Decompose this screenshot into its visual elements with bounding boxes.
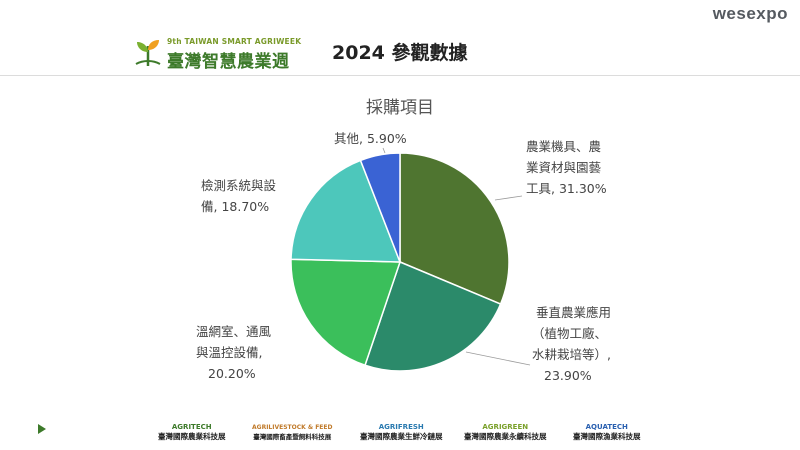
header-divider <box>0 75 800 76</box>
footer-logo-agrifresh: AGRIFRESH 臺灣國際農業生鮮冷鏈展 <box>360 423 443 441</box>
leader-line-machinery <box>494 195 523 201</box>
sprout-icon <box>135 40 161 66</box>
footer-logo-aquatech: AQUATECH 臺灣國際漁業科技展 <box>573 423 641 441</box>
slice-greenhouse <box>290 258 402 367</box>
slice-label-machinery: 農業機具、農 業資材與園藝 工具, 31.30% <box>526 139 607 196</box>
logo-english-text: 9th TAIWAN SMART AGRIWEEK <box>167 37 302 46</box>
slice-machinery <box>399 152 510 306</box>
slice-label-vertical-farming: 垂直農業應用 （植物工廠、 水耕栽培等）, 23.90% <box>532 305 612 383</box>
footer-logo-agritech: AGRITECH 臺灣國際農業科技展 <box>158 423 226 441</box>
play-icon <box>38 424 46 434</box>
slice-vertical-farming <box>364 260 502 372</box>
footer-logo-agrilivestock: AGRILIVESTOCK & FEED 臺灣國際畜產暨飼料科技展 <box>252 424 333 441</box>
footer-logo-agrigreen: AGRIGREEN 臺灣國際農業永續科技展 <box>464 423 547 441</box>
leader-line-other <box>382 147 386 154</box>
slice-label-greenhouse: 溫網室、通風 與溫控設備, 20.20% <box>196 324 272 381</box>
slice-other <box>359 152 401 263</box>
brand-logo: wesexpo <box>712 4 788 23</box>
leader-line-vertical-farming <box>465 351 531 366</box>
slice-label-other: 其他, 5.90% <box>334 131 407 146</box>
chart-title: 採購項目 <box>366 98 434 118</box>
agriweek-logo: 9th TAIWAN SMART AGRIWEEK 臺灣智慧農業週 <box>133 36 313 72</box>
slice-label-inspection: 檢測系統與設 備, 18.70% <box>201 178 277 214</box>
logo-chinese-text: 臺灣智慧農業週 <box>167 52 290 72</box>
slice-inspection <box>290 159 402 263</box>
page-title: 2024 參觀數據 <box>332 42 468 64</box>
